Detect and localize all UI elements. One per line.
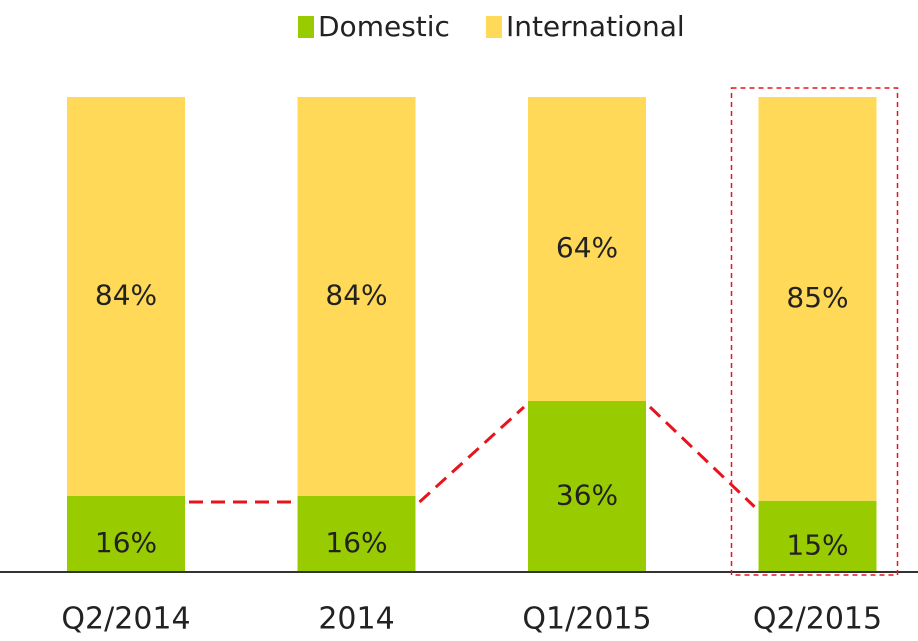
highlight-box: [730, 87, 899, 576]
data-label: 16%: [95, 526, 157, 559]
data-label: 15%: [786, 528, 848, 561]
x-tick-label: 2014: [318, 602, 394, 637]
bar-segment: [67, 97, 185, 496]
bar-segment: [528, 401, 646, 572]
bar-segment: [297, 496, 416, 572]
data-label: 85%: [786, 281, 848, 314]
legend-label: Domestic: [318, 10, 450, 43]
bar-segment: [67, 496, 185, 572]
data-label: 36%: [556, 479, 618, 512]
data-label: 64%: [556, 231, 618, 264]
x-tick-label: Q2/2015: [753, 602, 882, 637]
data-label: 84%: [95, 279, 157, 312]
legend-swatch: [298, 16, 314, 38]
bar-segment: [758, 97, 877, 501]
x-tick-label: Q2/2014: [61, 602, 190, 637]
connector: [418, 405, 526, 504]
bar-segment: [528, 97, 646, 401]
x-tick-label: Q1/2015: [522, 602, 651, 637]
legend-label: International: [506, 10, 685, 43]
legend-swatch: [485, 16, 502, 38]
bar-segment: [297, 97, 416, 496]
data-label: 16%: [325, 526, 387, 559]
bar-segment: [758, 500, 877, 572]
connector: [648, 405, 756, 508]
data-label: 84%: [325, 279, 387, 312]
